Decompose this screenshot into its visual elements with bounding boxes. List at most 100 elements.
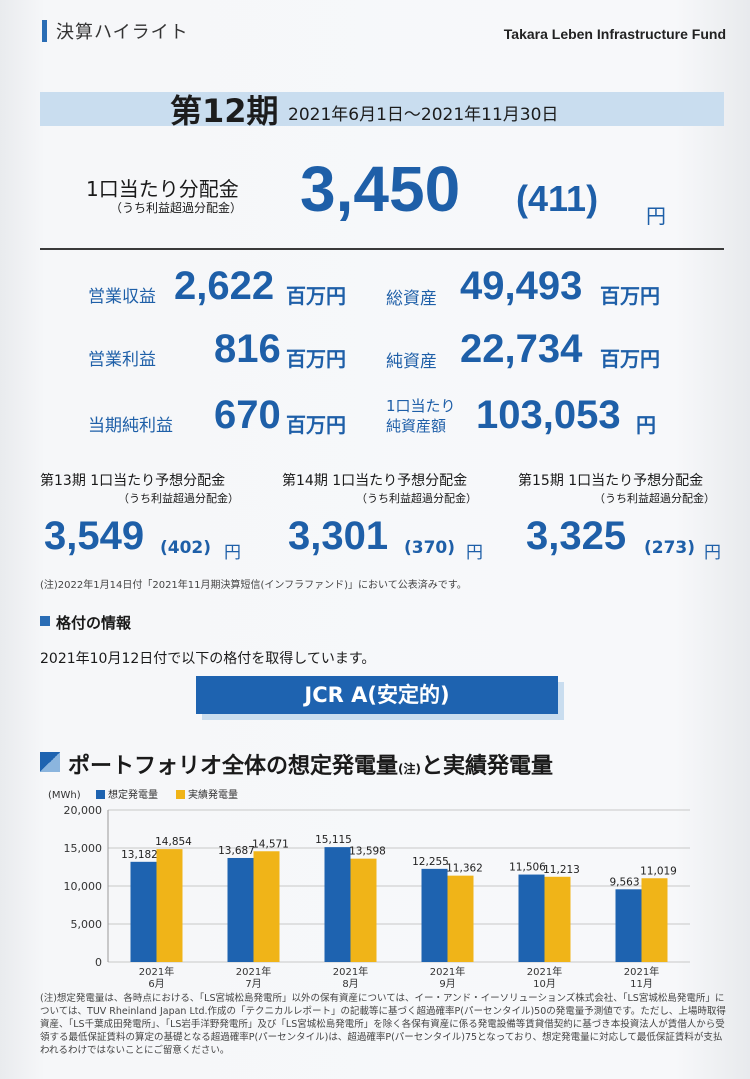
- y-tick-label: 20,000: [64, 804, 103, 817]
- x-tick-label: 2021年: [527, 965, 562, 978]
- forecast-sub: （うち利益超過分配金）: [118, 492, 239, 505]
- forecast-value: 3,325: [526, 514, 627, 558]
- y-tick-label: 15,000: [64, 842, 103, 855]
- x-tick-label: 2021年: [236, 965, 271, 978]
- kpi-value: 22,734: [460, 327, 583, 371]
- generation-chart: (MWh) 想定発電量 実績発電量 20,000 15,000 10,000 5,000 0 1…: [48, 788, 690, 990]
- portfolio-title: ポートフォリオ全体の想定発電量(注)と実績発電量: [68, 748, 553, 780]
- x-tick-label: 8月: [342, 978, 358, 990]
- distribution-value: 3,450: [300, 153, 461, 225]
- x-tick-label: 11月: [630, 978, 653, 990]
- kpi-unit: 百万円: [286, 347, 346, 371]
- data-label: 12,255: [412, 856, 449, 868]
- forecast-label: 第14期 1口当たり予想分配金: [282, 473, 468, 489]
- portfolio-title-tail: と実績発電量: [421, 754, 554, 779]
- forecast-unit: 円: [466, 543, 483, 563]
- bar: [447, 875, 474, 962]
- forecast-sub: （うち利益超過分配金）: [594, 492, 715, 505]
- kpi-unit: 百万円: [286, 284, 346, 308]
- forecast-value: 3,301: [288, 514, 389, 558]
- bar: [615, 889, 642, 962]
- y-tick-label: 10,000: [64, 880, 103, 893]
- header-accent-bar: [42, 20, 47, 42]
- section-triangle-icon: [40, 752, 60, 772]
- kpi-label: 総資産: [386, 289, 437, 309]
- data-label: 9,563: [609, 876, 639, 888]
- data-label: 11,506: [509, 862, 546, 874]
- kpi-unit: 百万円: [600, 347, 660, 371]
- bar: [130, 861, 157, 962]
- data-label: 14,571: [252, 838, 289, 850]
- data-label: 15,115: [315, 834, 352, 846]
- bar: [253, 851, 280, 962]
- chart-note: (注)想定発電量は、各時点における、「LS宮城松島発電所」以外の保有資産について…: [40, 993, 726, 1056]
- x-tick-label: 2021年: [333, 965, 368, 978]
- forecast-unit: 円: [224, 543, 241, 563]
- bar: [544, 876, 571, 962]
- x-tick-label: 10月: [533, 978, 556, 990]
- data-label: 11,019: [640, 865, 677, 877]
- kpi-value: 670: [214, 393, 281, 437]
- forecast-unit: 円: [704, 543, 721, 563]
- section-title: 決算ハイライト: [56, 22, 189, 43]
- bar: [421, 868, 448, 962]
- x-tick-label: 2021年: [430, 965, 465, 978]
- bar: [156, 849, 183, 962]
- bar: [227, 857, 254, 962]
- period-band: [40, 92, 724, 126]
- kpi-unit: 百万円: [600, 284, 660, 308]
- square-bullet-icon: [40, 616, 50, 626]
- distribution-excess: (411): [516, 178, 599, 219]
- y-tick-label: 5,000: [71, 918, 103, 931]
- legend-label: 実績発電量: [188, 788, 238, 801]
- legend-label: 想定発電量: [108, 788, 158, 801]
- data-label: 14,854: [155, 836, 192, 848]
- period-title: 第12期: [170, 92, 279, 130]
- x-tick-label: 2021年: [624, 965, 659, 978]
- forecast-label: 第15期 1口当たり予想分配金: [518, 473, 704, 489]
- forecast-excess: (370): [404, 538, 456, 558]
- distribution-sub: （うち利益超過分配金）: [110, 201, 243, 215]
- unit-label: (MWh): [48, 790, 81, 801]
- y-tick-label: 0: [95, 956, 102, 969]
- bar: [350, 858, 377, 962]
- data-label: 13,182: [121, 849, 158, 861]
- forecast-value: 3,549: [44, 514, 145, 558]
- kpi-label: 当期純利益: [88, 416, 173, 436]
- bar: [518, 874, 545, 962]
- x-tick-label: 6月: [148, 978, 164, 990]
- legend-swatch: [176, 790, 185, 799]
- kpi-value: 103,053: [476, 393, 621, 437]
- forecast-label: 第13期 1口当たり予想分配金: [40, 473, 226, 489]
- distribution-label: 1口当たり分配金: [86, 177, 239, 201]
- kpi-label: 1口当たり 純資産額: [386, 397, 456, 435]
- kpi-unit: 百万円: [286, 413, 346, 437]
- x-tick-label: 7月: [245, 978, 261, 990]
- legend-swatch: [96, 790, 105, 799]
- forecast-excess: (273): [644, 538, 696, 558]
- portfolio-title-main: ポートフォリオ全体の想定発電量: [68, 754, 399, 779]
- bar: [641, 878, 668, 962]
- kpi-label: 純資産: [386, 352, 437, 372]
- rating-title: 格付の情報: [56, 614, 132, 632]
- forecast-sub: （うち利益超過分配金）: [356, 492, 477, 505]
- data-label: 13,687: [218, 845, 255, 857]
- kpi-value: 2,622: [174, 264, 275, 308]
- divider: [40, 248, 724, 250]
- kpi-label: 営業利益: [88, 350, 156, 370]
- data-label: 11,213: [543, 864, 580, 876]
- kpi-label: 営業収益: [88, 287, 156, 307]
- kpi-value: 49,493: [460, 264, 583, 308]
- x-tick-label: 2021年: [139, 965, 174, 978]
- rating-text: 2021年10月12日付で以下の格付を取得しています。: [40, 651, 376, 667]
- forecast-note: (注)2022年1月14日付「2021年11月期決算短信(インフラファンド)」に…: [40, 580, 467, 591]
- data-label: 13,598: [349, 846, 386, 858]
- kpi-value: 816: [214, 327, 281, 371]
- rating-badge: JCR A(安定的): [196, 676, 558, 714]
- forecast-excess: (402): [160, 538, 212, 558]
- x-tick-label: 9月: [439, 978, 455, 990]
- fund-name: Takara Leben Infrastructure Fund: [503, 26, 726, 42]
- distribution-unit: 円: [646, 204, 666, 228]
- data-label: 11,362: [446, 863, 483, 875]
